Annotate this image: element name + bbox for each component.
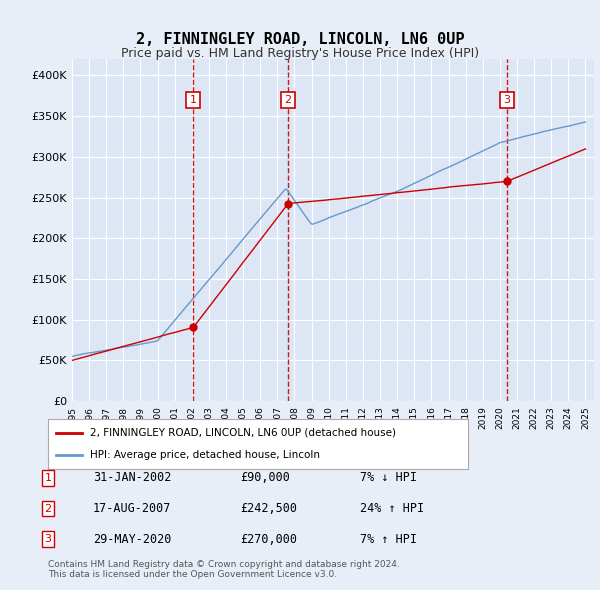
Text: 7% ↓ HPI: 7% ↓ HPI [360,471,417,484]
Text: £270,000: £270,000 [240,533,297,546]
Text: 2: 2 [44,504,52,513]
Text: 3: 3 [44,535,52,544]
Text: £242,500: £242,500 [240,502,297,515]
Text: HPI: Average price, detached house, Lincoln: HPI: Average price, detached house, Linc… [90,450,320,460]
Text: 29-MAY-2020: 29-MAY-2020 [93,533,172,546]
Text: 17-AUG-2007: 17-AUG-2007 [93,502,172,515]
Text: 2: 2 [284,95,292,105]
Text: 3: 3 [503,95,511,105]
Text: 31-JAN-2002: 31-JAN-2002 [93,471,172,484]
Text: 1: 1 [44,473,52,483]
Text: 2, FINNINGLEY ROAD, LINCOLN, LN6 0UP: 2, FINNINGLEY ROAD, LINCOLN, LN6 0UP [136,32,464,47]
Text: £90,000: £90,000 [240,471,290,484]
Text: 1: 1 [190,95,197,105]
Text: Price paid vs. HM Land Registry's House Price Index (HPI): Price paid vs. HM Land Registry's House … [121,47,479,60]
Text: 24% ↑ HPI: 24% ↑ HPI [360,502,424,515]
Text: 7% ↑ HPI: 7% ↑ HPI [360,533,417,546]
Text: Contains HM Land Registry data © Crown copyright and database right 2024.
This d: Contains HM Land Registry data © Crown c… [48,560,400,579]
Text: 2, FINNINGLEY ROAD, LINCOLN, LN6 0UP (detached house): 2, FINNINGLEY ROAD, LINCOLN, LN6 0UP (de… [90,428,396,438]
